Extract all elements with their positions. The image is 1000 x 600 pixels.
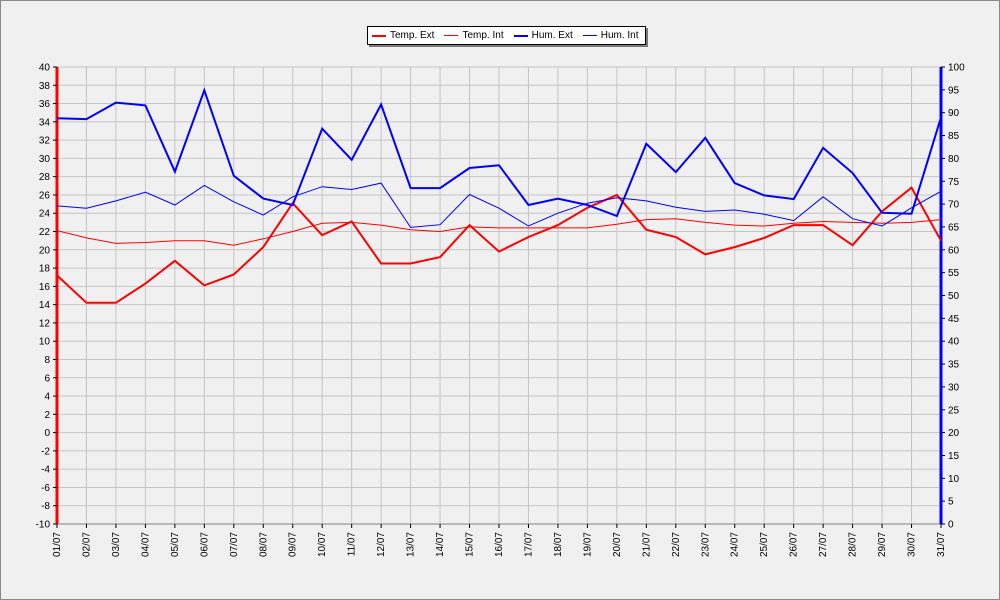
left-axis-tick-label: 24 xyxy=(39,209,51,220)
x-axis-tick-label: 10/07 xyxy=(317,532,328,557)
left-axis-tick-label: -4 xyxy=(41,465,50,476)
x-axis-tick-label: 23/07 xyxy=(700,532,711,557)
right-axis-tick-label: 45 xyxy=(948,314,960,325)
right-axis-tick-label: 35 xyxy=(948,360,960,371)
x-axis-tick-label: 16/07 xyxy=(494,532,505,557)
x-axis-tick-label: 11/07 xyxy=(347,532,358,557)
x-axis-tick-label: 30/07 xyxy=(907,532,918,557)
right-axis-tick-label: 90 xyxy=(948,108,960,119)
left-axis-tick-label: 2 xyxy=(44,410,50,421)
legend-swatch xyxy=(444,35,459,36)
legend-label: Temp. Ext xyxy=(390,30,435,41)
x-axis-tick-label: 05/07 xyxy=(170,532,181,557)
chart-legend: Temp. Ext Temp. Int Hum. Ext Hum. Int xyxy=(367,26,646,45)
left-axis-tick-label: 36 xyxy=(39,99,51,110)
series-line-hum-int xyxy=(56,182,942,228)
x-axis-tick-label: 26/07 xyxy=(789,532,800,557)
x-axis-tick-label: 15/07 xyxy=(465,532,476,557)
right-axis-tick-label: 95 xyxy=(948,85,960,96)
x-axis-tick-label: 07/07 xyxy=(229,532,240,557)
left-axis-tick-label: 14 xyxy=(39,300,51,311)
left-axis-tick-label: 38 xyxy=(39,81,51,92)
right-axis-tick-label: 20 xyxy=(948,428,960,439)
right-axis-tick-label: 60 xyxy=(948,245,960,256)
left-axis-tick-label: 40 xyxy=(39,63,51,74)
legend-swatch xyxy=(372,34,386,37)
x-axis-tick-label: 13/07 xyxy=(406,532,417,557)
right-axis-tick-label: 25 xyxy=(948,405,960,416)
legend-label: Temp. Int xyxy=(462,30,504,41)
left-axis-tick-label: 0 xyxy=(44,428,50,439)
left-axis-tick-label: 10 xyxy=(39,337,51,348)
x-axis-tick-label: 08/07 xyxy=(258,532,269,557)
right-axis-tick-label: 55 xyxy=(948,268,960,279)
left-axis-tick-label: 32 xyxy=(39,136,51,147)
right-axis-tick-label: 75 xyxy=(948,177,960,188)
x-axis-tick-label: 12/07 xyxy=(376,532,387,557)
series-line-temp-ext xyxy=(56,186,942,304)
right-axis-tick-label: 0 xyxy=(948,520,954,531)
legend-swatch xyxy=(513,34,528,37)
left-axis-tick-label: 12 xyxy=(39,318,51,329)
legend-item-hum-int: Hum. Int xyxy=(582,30,639,41)
x-axis-tick-label: 09/07 xyxy=(288,532,299,557)
x-axis-tick-label: 27/07 xyxy=(818,532,829,557)
x-axis-tick-label: 01/07 xyxy=(52,532,63,557)
right-axis-tick-label: 100 xyxy=(948,63,965,74)
legend-label: Hum. Ext xyxy=(531,30,573,41)
left-axis-tick-label: 30 xyxy=(39,154,51,165)
legend-item-hum-ext: Hum. Ext xyxy=(513,30,573,41)
left-axis-tick-label: -6 xyxy=(41,483,50,494)
x-axis-tick-label: 21/07 xyxy=(641,532,652,557)
x-axis-tick-label: 17/07 xyxy=(523,532,534,557)
legend-swatch xyxy=(582,35,597,36)
left-axis-tick-label: 34 xyxy=(39,117,51,128)
left-axis-tick-label: 8 xyxy=(44,355,50,366)
series-line-hum-ext xyxy=(56,87,942,218)
series-line-temp-int xyxy=(56,218,942,246)
left-axis-tick-label: 4 xyxy=(44,392,50,403)
right-axis-tick-label: 50 xyxy=(948,291,960,302)
left-axis-tick-label: 26 xyxy=(39,190,51,201)
legend-item-temp-ext: Temp. Ext xyxy=(372,30,434,41)
left-axis-tick-label: 20 xyxy=(39,245,51,256)
right-axis-tick-label: 85 xyxy=(948,131,960,142)
x-axis-tick-label: 03/07 xyxy=(111,532,122,557)
right-axis-tick-label: 5 xyxy=(948,497,954,508)
right-axis-tick-label: 30 xyxy=(948,382,960,393)
right-axis-tick-label: 15 xyxy=(948,451,960,462)
left-axis-tick-label: -2 xyxy=(41,446,50,457)
x-axis-tick-label: 04/07 xyxy=(140,532,151,557)
right-axis-tick-label: 40 xyxy=(948,337,960,348)
x-axis-tick-label: 06/07 xyxy=(199,532,210,557)
x-axis-tick-label: 20/07 xyxy=(612,532,623,557)
x-axis-tick-label: 24/07 xyxy=(730,532,741,557)
x-axis-tick-label: 31/07 xyxy=(936,532,947,557)
right-axis-tick-label: 65 xyxy=(948,222,960,233)
x-axis-tick-label: 29/07 xyxy=(877,532,888,557)
x-axis-tick-label: 18/07 xyxy=(553,532,564,557)
left-axis-tick-label: 6 xyxy=(44,373,50,384)
right-axis-tick-label: 70 xyxy=(948,200,960,211)
x-axis-tick-label: 22/07 xyxy=(671,532,682,557)
right-axis-tick-label: 80 xyxy=(948,154,960,165)
left-axis-tick-label: 16 xyxy=(39,282,51,293)
left-axis-tick-label: -10 xyxy=(36,520,51,531)
left-axis-tick-label: 22 xyxy=(39,227,51,238)
x-axis-tick-label: 02/07 xyxy=(81,532,92,557)
left-axis-tick-label: 18 xyxy=(39,264,51,275)
legend-item-temp-int: Temp. Int xyxy=(444,30,504,41)
left-axis-tick-label: 28 xyxy=(39,172,51,183)
right-axis-tick-label: 10 xyxy=(948,474,960,485)
x-axis-tick-label: 14/07 xyxy=(435,532,446,557)
legend-label: Hum. Int xyxy=(600,30,639,41)
x-axis-tick-label: 19/07 xyxy=(582,532,593,557)
left-axis-tick-label: -8 xyxy=(41,501,50,512)
x-axis-tick-label: 25/07 xyxy=(759,532,770,557)
x-axis-tick-label: 28/07 xyxy=(848,532,859,557)
